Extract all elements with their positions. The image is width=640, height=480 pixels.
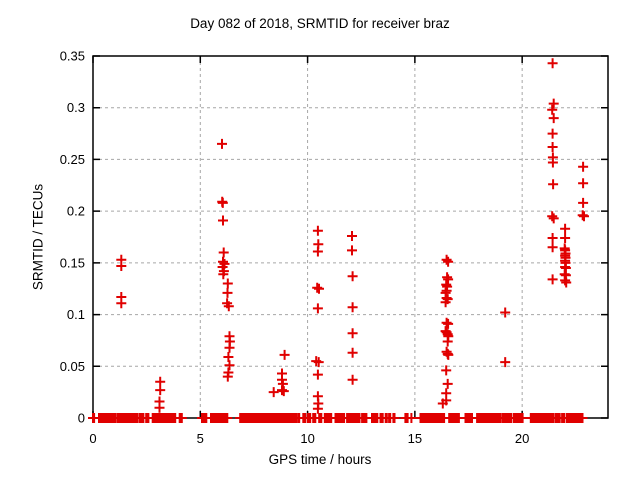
y-tick-label: 0.05 bbox=[60, 359, 85, 374]
y-tick-label: 0 bbox=[78, 411, 85, 426]
x-tick-label: 0 bbox=[89, 431, 96, 446]
x-tick-label: 20 bbox=[515, 431, 529, 446]
y-tick-label: 0.15 bbox=[60, 255, 85, 270]
x-tick-label: 10 bbox=[300, 431, 314, 446]
y-tick-label: 0.3 bbox=[67, 100, 85, 115]
y-tick-label: 0.1 bbox=[67, 307, 85, 322]
grid-lines bbox=[93, 56, 608, 418]
x-tick-label: 5 bbox=[197, 431, 204, 446]
y-tick-label: 0.2 bbox=[67, 204, 85, 219]
x-axis-label: GPS time / hours bbox=[268, 452, 372, 467]
data-points bbox=[88, 58, 589, 423]
chart-title: Day 082 of 2018, SRMTID for receiver bra… bbox=[190, 16, 450, 31]
y-tick-label: 0.35 bbox=[60, 49, 85, 64]
y-tick-label: 0.25 bbox=[60, 152, 85, 167]
x-tick-label: 15 bbox=[408, 431, 422, 446]
